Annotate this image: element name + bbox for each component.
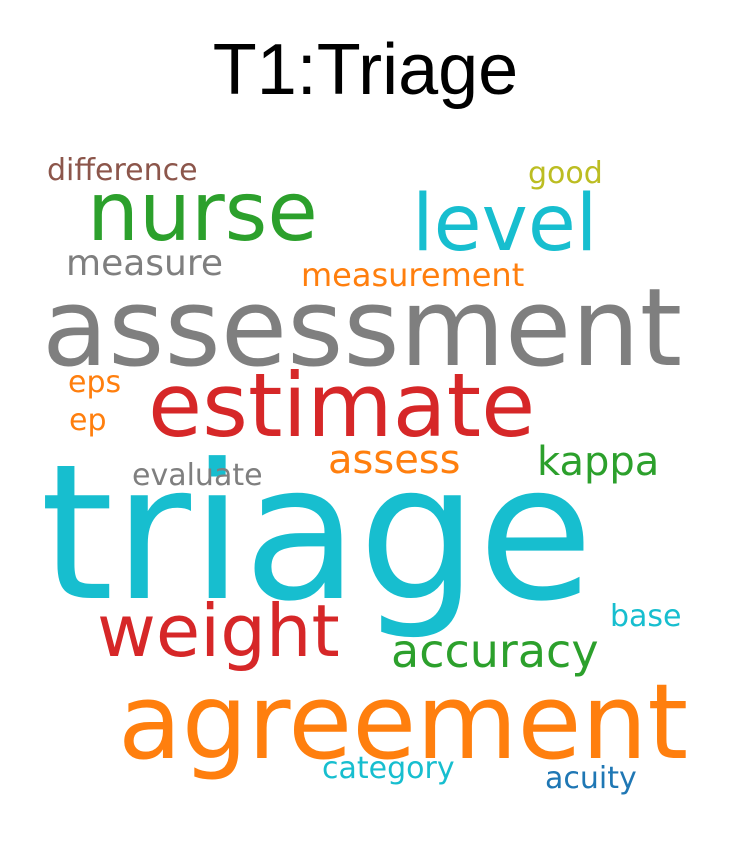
word-eps: eps [68, 365, 122, 400]
word-assessment: assessment [42, 266, 683, 391]
word-base: base [610, 599, 682, 634]
word-triage: triage [40, 424, 594, 643]
word-assess: assess [328, 437, 461, 483]
word-accuracy: accuracy [391, 624, 599, 678]
page-title: T1:Triage [212, 30, 519, 110]
word-measurement: measurement [301, 256, 525, 294]
word-ep: ep [69, 403, 107, 438]
word-weight: weight [97, 589, 340, 673]
word-agreement: agreement [118, 661, 689, 783]
word-measure: measure [66, 243, 224, 284]
word-evaluate: evaluate [132, 458, 263, 493]
word-good: good [528, 156, 603, 191]
word-difference: difference [47, 153, 198, 188]
word-acuity: acuity [545, 761, 637, 796]
word-estimate: estimate [148, 354, 536, 457]
word-level: level [412, 179, 598, 269]
word-nurse: nurse [87, 165, 318, 260]
word-category: category [322, 751, 455, 786]
word-kappa: kappa [537, 439, 660, 485]
